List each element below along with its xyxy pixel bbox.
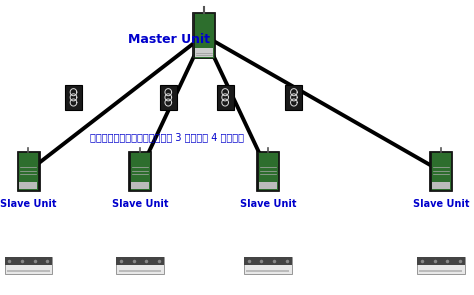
Bar — [116, 257, 164, 265]
Bar — [195, 48, 213, 57]
Bar — [128, 151, 151, 191]
Bar — [432, 182, 450, 189]
Text: Slave Unit: Slave Unit — [239, 199, 296, 209]
Bar — [246, 270, 289, 273]
Bar — [18, 152, 38, 190]
Text: Slave Unit: Slave Unit — [412, 199, 469, 209]
Bar — [419, 270, 462, 273]
Text: Slave Unit: Slave Unit — [0, 199, 57, 209]
Bar — [217, 85, 234, 110]
Bar — [259, 182, 277, 189]
Bar — [5, 257, 52, 274]
Text: Slave Unit: Slave Unit — [111, 199, 168, 209]
Bar — [131, 182, 149, 189]
Bar — [429, 151, 452, 191]
Bar — [7, 270, 50, 273]
Bar — [258, 152, 278, 190]
Bar — [285, 85, 302, 110]
Bar — [19, 182, 37, 189]
Bar — [118, 270, 161, 273]
Bar — [17, 151, 40, 191]
Bar — [192, 12, 215, 58]
Bar — [431, 152, 451, 190]
Bar — [417, 257, 465, 274]
Bar — [244, 257, 292, 265]
Bar — [417, 257, 465, 265]
Bar — [65, 85, 82, 110]
Bar — [130, 152, 150, 190]
Bar — [244, 257, 292, 274]
Text: Master Unit: Master Unit — [128, 33, 210, 46]
Bar — [116, 257, 164, 274]
Text: สายโทรศัพท์แบบ 3 หรือ 4 เส้น: สายโทรศัพท์แบบ 3 หรือ 4 เส้น — [90, 132, 244, 142]
Bar — [5, 257, 52, 265]
Bar — [160, 85, 177, 110]
Bar — [194, 13, 214, 58]
Bar — [256, 151, 279, 191]
